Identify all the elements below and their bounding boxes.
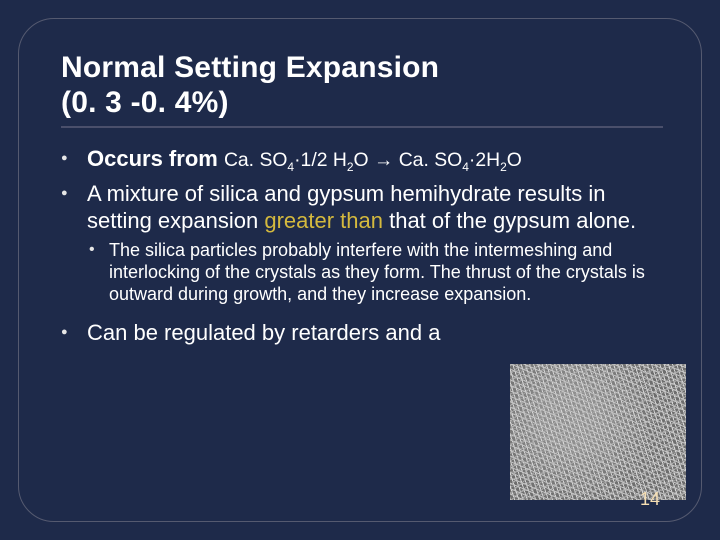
bullet-1-lead: Occurs from <box>87 146 224 171</box>
crystal-micrograph-image <box>510 364 686 500</box>
bullet-1-chem: Ca. SO4·1/2 H2O → Ca. SO4·2H2O <box>224 149 522 171</box>
bullet-2-text-b: that of the gypsum alone. <box>383 208 636 233</box>
title-line-2: (0. 3 -0. 4%) <box>61 86 229 119</box>
title-line-1: Normal Setting Expansion <box>61 51 439 84</box>
sub-bullet-list: The silica particles probably interfere … <box>87 240 663 306</box>
bullet-3-text: Can be regulated by retarders and a <box>87 320 440 345</box>
bullet-2-highlight: greater than <box>264 208 383 233</box>
slide-title: Normal Setting Expansion (0. 3 -0. 4%) <box>61 51 663 120</box>
page-number: 14 <box>640 489 660 510</box>
title-underline <box>61 126 663 128</box>
sub-bullet-1: The silica particles probably interfere … <box>87 240 663 306</box>
bullet-3: Can be regulated by retarders and a <box>61 320 663 347</box>
bullet-1: Occurs from Ca. SO4·1/2 H2O → Ca. SO4·2H… <box>61 146 663 173</box>
bullet-2: A mixture of silica and gypsum hemihydra… <box>61 181 663 307</box>
bullet-list: Occurs from Ca. SO4·1/2 H2O → Ca. SO4·2H… <box>61 146 663 347</box>
